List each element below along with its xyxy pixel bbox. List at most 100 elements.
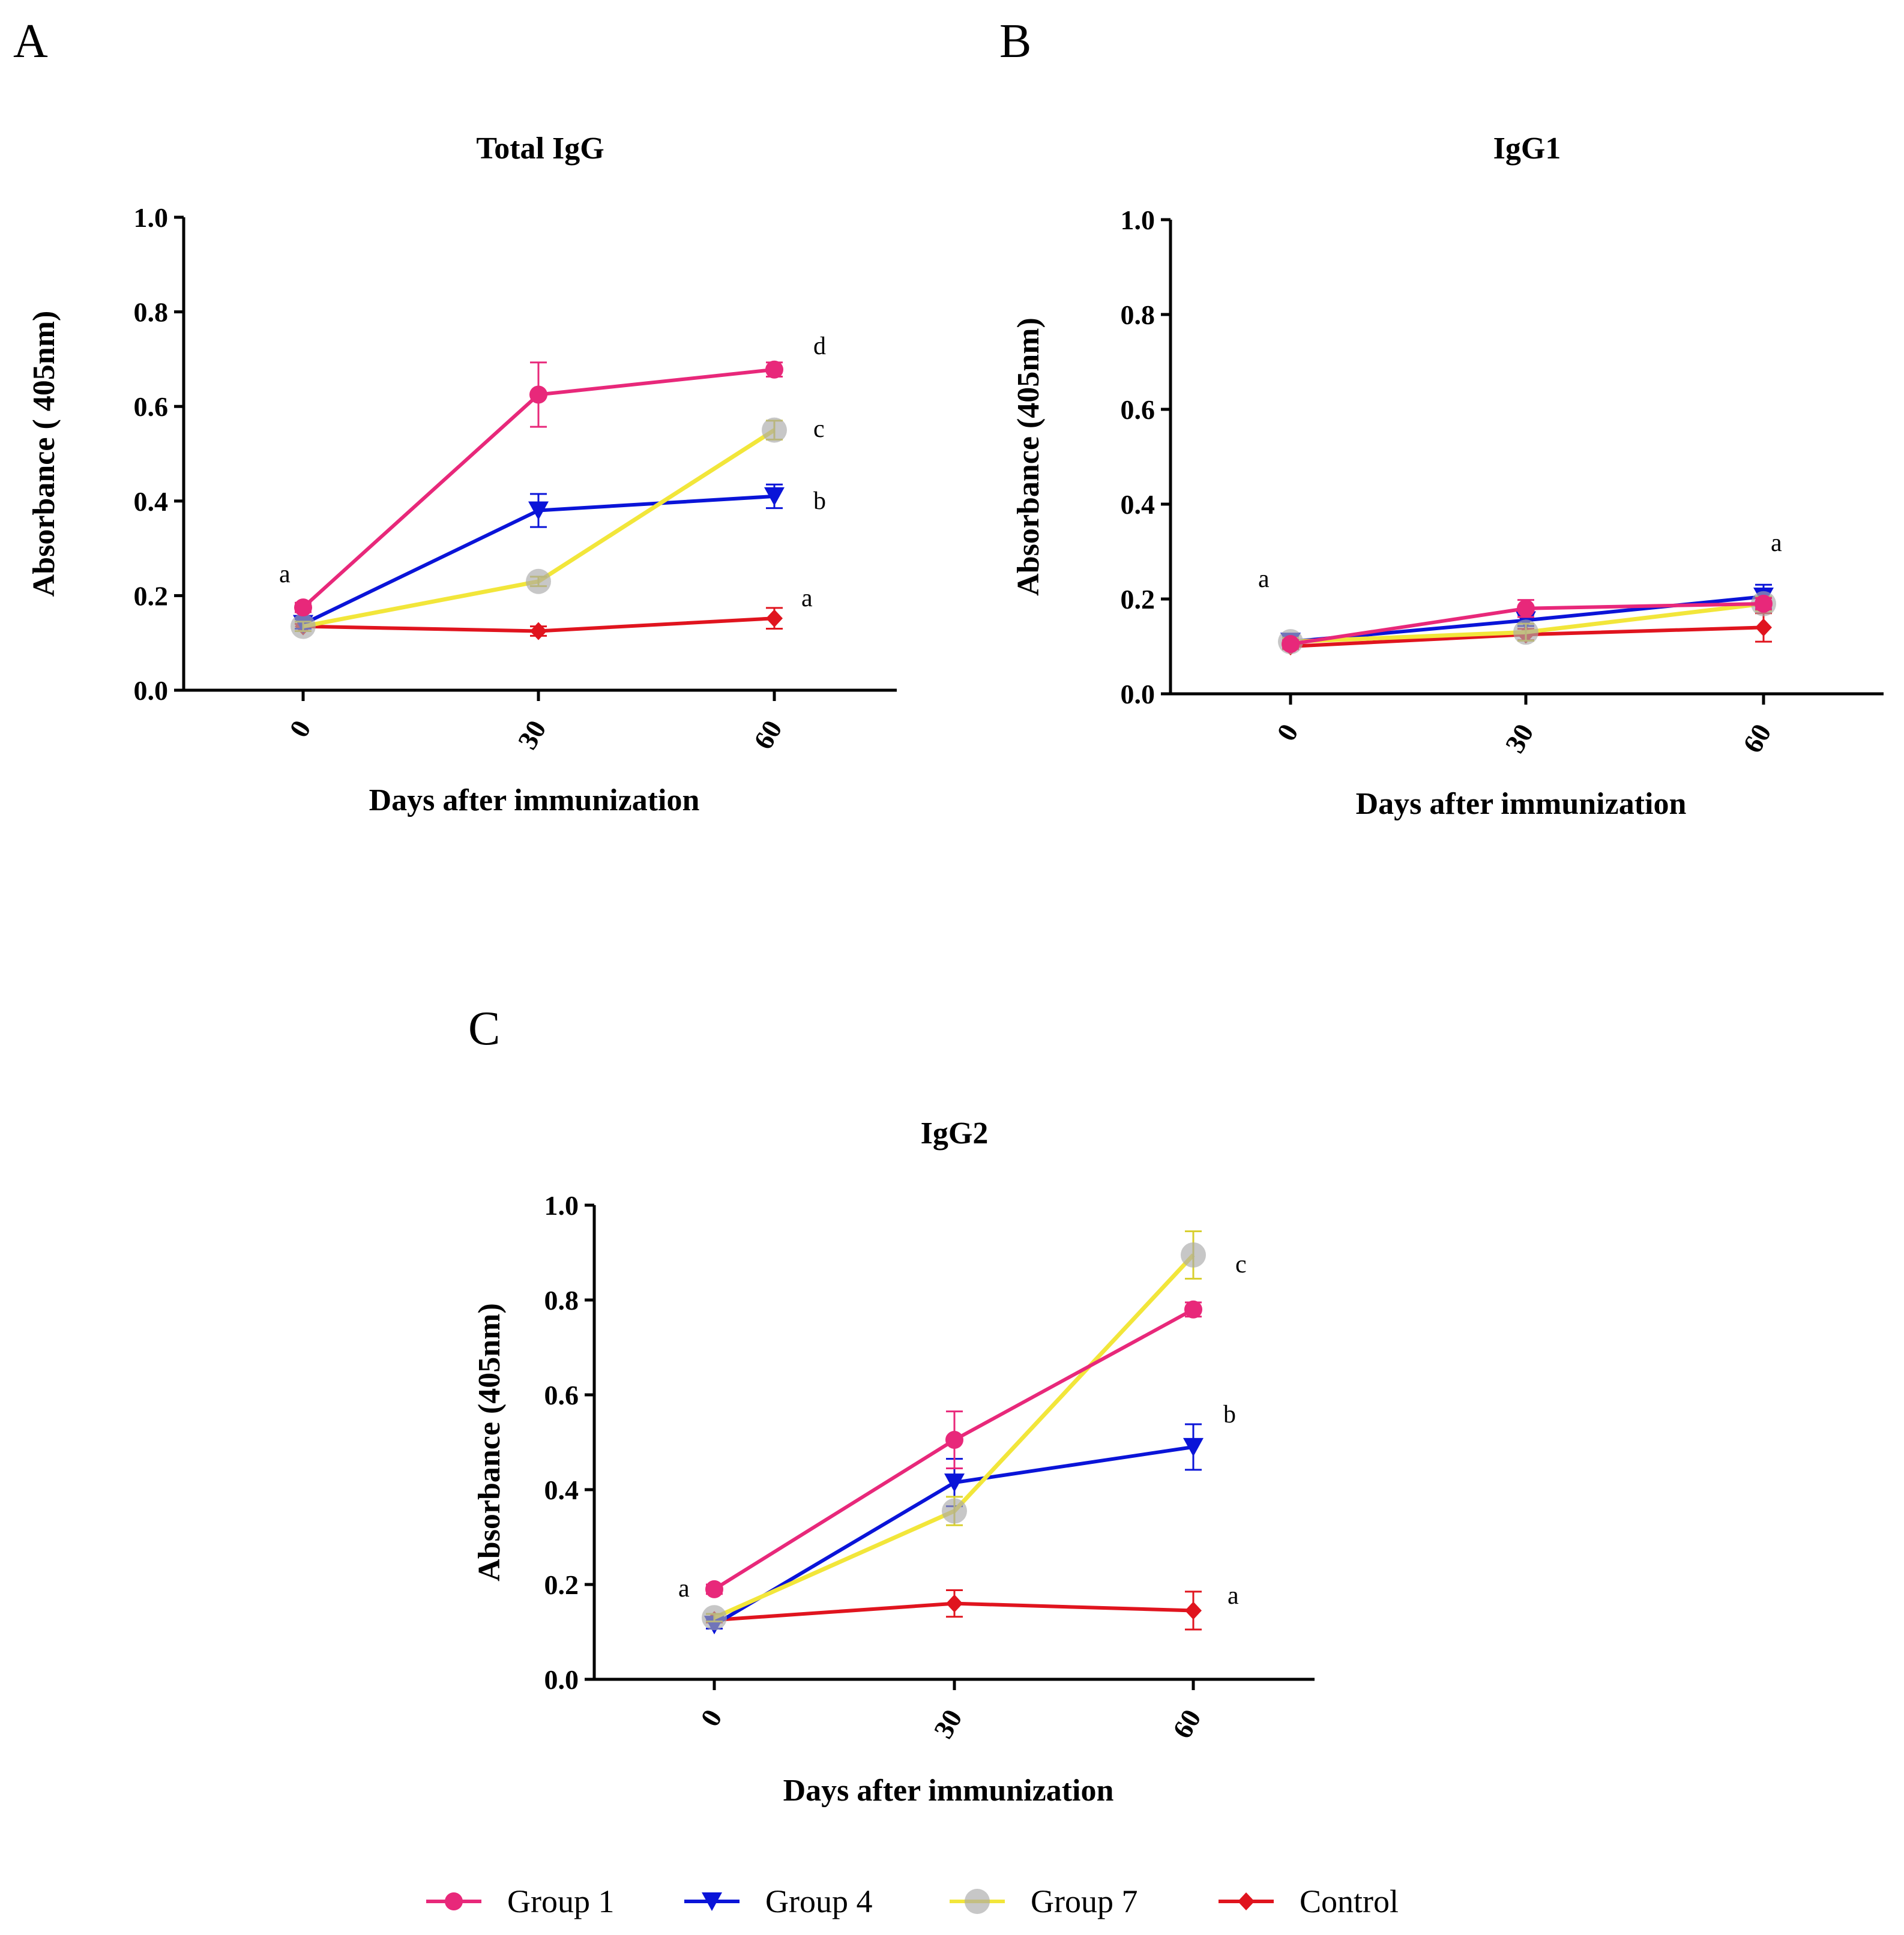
diamond-marker	[1755, 618, 1772, 637]
x-axis-title: Days after immunization	[783, 1774, 1114, 1808]
circle-marker	[1517, 599, 1535, 618]
y-axis-title: Absorbance ( 405nm)	[27, 311, 61, 597]
gray-circle-marker	[291, 613, 316, 639]
x-tick-label: 60	[1166, 1705, 1207, 1744]
y-tick-label: 0.6	[134, 391, 169, 422]
legend-label: Group 7	[1031, 1883, 1137, 1919]
legend-label: Control	[1300, 1883, 1399, 1919]
x-axis-title: Days after immunization	[369, 783, 700, 817]
y-tick-label: 0.2	[544, 1569, 579, 1600]
y-tick-label: 1.0	[544, 1190, 579, 1221]
circle-marker	[705, 1580, 723, 1598]
circle-marker	[945, 1431, 963, 1449]
triangle-marker	[1183, 1437, 1204, 1457]
y-tick-label: 0.0	[544, 1664, 579, 1695]
significance-letter: b	[1223, 1401, 1236, 1428]
chart-title: IgG1	[1493, 131, 1561, 166]
y-tick-label: 0.6	[544, 1380, 579, 1410]
x-tick-label: 0	[283, 715, 317, 742]
significance-letter: a	[678, 1575, 690, 1602]
x-tick-label: 0	[694, 1705, 728, 1732]
chart-title: IgG2	[921, 1116, 989, 1151]
chart-title: Total IgG	[476, 131, 604, 166]
triangle-marker	[702, 1892, 722, 1911]
chart-panel-b: B IgG1 0.0 0.2 0.4 0.6 0.8 1.0 0 30 60 Days after i…	[999, 15, 1884, 821]
triangle-marker	[764, 487, 785, 506]
series-control	[706, 1589, 1202, 1631]
significance-letter: a	[279, 561, 291, 588]
chart-panel-a: A Total IgG 0.0 0.2 0.4 0.6 0.8 1.0 0 30 60 Days af…	[13, 15, 897, 817]
y-tick-label: 0.4	[544, 1475, 579, 1505]
y-axis-title: Absorbance (405nm)	[472, 1303, 507, 1581]
significance-letter: a	[1258, 565, 1270, 593]
significance-letter: b	[813, 487, 826, 515]
diamond-marker	[1185, 1601, 1202, 1620]
series-group-7	[291, 417, 787, 639]
gray-circle-marker	[942, 1498, 967, 1524]
significance-letter: c	[1235, 1251, 1247, 1278]
y-tick-label: 0.8	[544, 1285, 579, 1316]
x-tick-label: 30	[927, 1705, 968, 1744]
circle-marker	[294, 598, 312, 617]
gray-circle-marker	[1181, 1242, 1206, 1268]
triangle-marker	[528, 501, 549, 520]
y-tick-label: 0.0	[134, 675, 169, 706]
y-tick-label: 1.0	[134, 202, 169, 233]
panel-letter: C	[468, 1002, 500, 1055]
diamond-marker	[766, 609, 783, 628]
series-group-1	[705, 1300, 1202, 1598]
legend: Group 1 Group 4 Group 7 Control	[426, 1883, 1399, 1919]
legend-label: Group 1	[507, 1883, 614, 1919]
gray-circle-marker	[1513, 619, 1538, 645]
y-tick-label: 1.0	[1121, 205, 1155, 235]
circle-marker	[1755, 594, 1773, 613]
panel-letter: A	[13, 15, 48, 68]
legend-item-group-4: Group 4	[684, 1883, 872, 1919]
circle-marker	[765, 360, 783, 379]
legend-item-control: Control	[1219, 1883, 1399, 1919]
significance-letter: c	[813, 415, 825, 443]
diamond-marker	[1238, 1892, 1255, 1910]
y-axis-title: Absorbance (405nm)	[1011, 317, 1046, 596]
diamond-marker	[530, 622, 547, 640]
triangle-marker	[944, 1473, 965, 1493]
legend-item-group-1: Group 1	[426, 1883, 614, 1919]
significance-letter: a	[1771, 529, 1782, 557]
series-line	[303, 428, 776, 629]
legend-item-group-7: Group 7	[950, 1883, 1137, 1919]
significance-letter: d	[813, 333, 826, 360]
x-tick-label: 60	[747, 715, 788, 754]
circle-marker	[529, 385, 547, 404]
series-group-7	[702, 1230, 1206, 1631]
significance-letter: a	[1228, 1582, 1239, 1610]
gray-circle-marker	[965, 1889, 990, 1914]
x-tick-label: 0	[1271, 719, 1304, 746]
series-group-1	[294, 360, 783, 617]
y-tick-label: 0.2	[134, 580, 169, 611]
diamond-marker	[946, 1594, 963, 1613]
y-tick-label: 0.8	[1121, 299, 1155, 330]
circle-marker	[1282, 635, 1300, 654]
x-axis-title: Days after immunization	[1356, 787, 1687, 821]
chart-panel-c: C IgG2 0.0 0.2 0.4 0.6 0.8 1.0 0 30 60 Days after i…	[468, 1002, 1315, 1808]
circle-marker	[445, 1892, 463, 1910]
series-group-4	[293, 483, 785, 634]
y-tick-label: 0.4	[1121, 489, 1155, 520]
legend-label: Group 4	[765, 1883, 872, 1919]
y-tick-label: 0.0	[1121, 679, 1155, 709]
x-tick-label: 30	[511, 715, 552, 754]
gray-circle-marker	[702, 1605, 727, 1631]
y-tick-label: 0.6	[1121, 394, 1155, 425]
panels-layer: A Total IgG 0.0 0.2 0.4 0.6 0.8 1.0 0 30 60 Days af…	[13, 15, 1884, 1808]
significance-letter: a	[801, 585, 813, 612]
panel-letter: B	[999, 15, 1031, 68]
y-tick-label: 0.2	[1121, 584, 1155, 615]
circle-marker	[1184, 1300, 1202, 1319]
y-tick-label: 0.4	[134, 486, 169, 517]
series-group-1	[1282, 594, 1773, 654]
x-tick-label: 60	[1737, 719, 1777, 758]
gray-circle-marker	[762, 417, 787, 443]
gray-circle-marker	[526, 568, 551, 594]
x-tick-label: 30	[1499, 719, 1539, 758]
